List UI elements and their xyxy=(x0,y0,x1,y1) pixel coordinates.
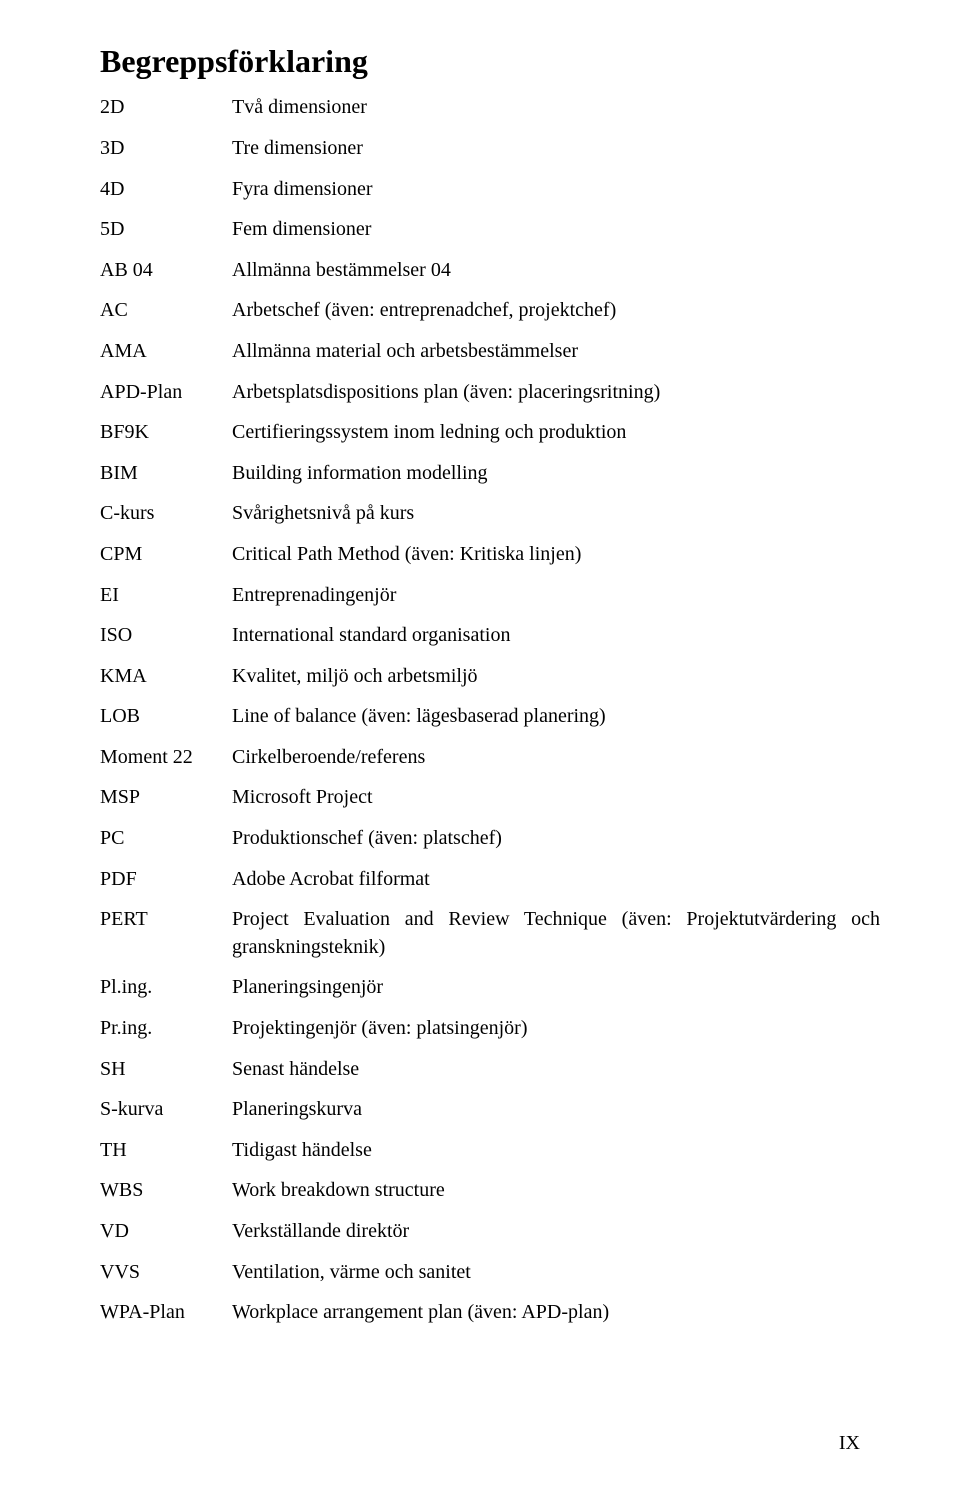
definition-desc: Cirkelberoende/referens xyxy=(232,744,880,785)
definition-row: ACArbetschef (även: entreprenadchef, pro… xyxy=(100,297,880,338)
definition-term: C-kurs xyxy=(100,500,232,541)
definition-row: AB 04Allmänna bestämmelser 04 xyxy=(100,257,880,298)
definition-term: Pr.ing. xyxy=(100,1015,232,1056)
definition-term: VD xyxy=(100,1218,232,1259)
definition-term: CPM xyxy=(100,541,232,582)
definition-desc: Ventilation, värme och sanitet xyxy=(232,1259,880,1300)
definition-desc: Allmänna material och arbetsbestämmelser xyxy=(232,338,880,379)
definition-row: KMAKvalitet, miljö och arbetsmiljö xyxy=(100,663,880,704)
definition-row: AMAAllmänna material och arbetsbestämmel… xyxy=(100,338,880,379)
definition-row: MSPMicrosoft Project xyxy=(100,784,880,825)
definition-term: WBS xyxy=(100,1177,232,1218)
definition-row: PERTProject Evaluation and Review Techni… xyxy=(100,906,880,974)
definition-term: MSP xyxy=(100,784,232,825)
definition-term: PC xyxy=(100,825,232,866)
definition-term: VVS xyxy=(100,1259,232,1300)
definition-term: ISO xyxy=(100,622,232,663)
definition-desc: Produktionschef (även: platschef) xyxy=(232,825,880,866)
definition-row: VVSVentilation, värme och sanitet xyxy=(100,1259,880,1300)
definition-desc: Projektingenjör (även: platsingenjör) xyxy=(232,1015,880,1056)
definition-term: AC xyxy=(100,297,232,338)
definition-desc: Entreprenadingenjör xyxy=(232,582,880,623)
definition-row: SHSenast händelse xyxy=(100,1056,880,1097)
definition-desc: Svårighetsnivå på kurs xyxy=(232,500,880,541)
definition-row: PCProduktionschef (även: platschef) xyxy=(100,825,880,866)
definition-row: ISOInternational standard organisation xyxy=(100,622,880,663)
definition-term: LOB xyxy=(100,703,232,744)
definition-row: WBS Work breakdown structure xyxy=(100,1177,880,1218)
definition-term: TH xyxy=(100,1137,232,1178)
definition-term: 5D xyxy=(100,216,232,257)
definition-desc: Tre dimensioner xyxy=(232,135,880,176)
definition-row: THTidigast händelse xyxy=(100,1137,880,1178)
definition-term: Moment 22 xyxy=(100,744,232,785)
definition-term: AMA xyxy=(100,338,232,379)
definition-row: BF9KCertifieringssystem inom ledning och… xyxy=(100,419,880,460)
definition-term: 4D xyxy=(100,176,232,217)
definition-term: SH xyxy=(100,1056,232,1097)
definition-term: 2D xyxy=(100,94,232,135)
definition-desc: Kvalitet, miljö och arbetsmiljö xyxy=(232,663,880,704)
definition-desc: Project Evaluation and Review Technique … xyxy=(232,906,880,974)
definition-desc: Microsoft Project xyxy=(232,784,880,825)
definition-desc: Critical Path Method (även: Kritiska lin… xyxy=(232,541,880,582)
definition-row: Pr.ing.Projektingenjör (även: platsingen… xyxy=(100,1015,880,1056)
definition-row: PDFAdobe Acrobat filformat xyxy=(100,866,880,907)
definition-row: C-kursSvårighetsnivå på kurs xyxy=(100,500,880,541)
definition-row: Pl.ing.Planeringsingenjör xyxy=(100,974,880,1015)
definition-row: 2DTvå dimensioner xyxy=(100,94,880,135)
definition-term: BF9K xyxy=(100,419,232,460)
definition-term: APD-Plan xyxy=(100,379,232,420)
definition-desc: Allmänna bestämmelser 04 xyxy=(232,257,880,298)
definition-row: APD-PlanArbetsplatsdispositions plan (äv… xyxy=(100,379,880,420)
definition-row: 4DFyra dimensioner xyxy=(100,176,880,217)
definition-row: 3DTre dimensioner xyxy=(100,135,880,176)
definition-desc: Arbetschef (även: entreprenadchef, proje… xyxy=(232,297,880,338)
definition-desc: Planeringskurva xyxy=(232,1096,880,1137)
definition-desc: Work breakdown structure xyxy=(232,1177,880,1218)
definition-term: AB 04 xyxy=(100,257,232,298)
definition-row: 5DFem dimensioner xyxy=(100,216,880,257)
definition-term: 3D xyxy=(100,135,232,176)
definition-desc: Planeringsingenjör xyxy=(232,974,880,1015)
definition-desc: Senast händelse xyxy=(232,1056,880,1097)
definition-desc: International standard organisation xyxy=(232,622,880,663)
definition-desc: Adobe Acrobat filformat xyxy=(232,866,880,907)
definition-desc: Fem dimensioner xyxy=(232,216,880,257)
definition-row: EIEntreprenadingenjör xyxy=(100,582,880,623)
definition-term: PDF xyxy=(100,866,232,907)
definition-desc: Certifieringssystem inom ledning och pro… xyxy=(232,419,880,460)
definition-desc: Arbetsplatsdispositions plan (även: plac… xyxy=(232,379,880,420)
definition-term: WPA-Plan xyxy=(100,1299,232,1340)
definition-desc: Workplace arrangement plan (även: APD-pl… xyxy=(232,1299,880,1340)
definition-row: LOBLine of balance (även: lägesbaserad p… xyxy=(100,703,880,744)
page: Begreppsförklaring 2DTvå dimensioner3DTr… xyxy=(0,0,960,1491)
definition-row: BIMBuilding information modelling xyxy=(100,460,880,501)
definition-desc: Fyra dimensioner xyxy=(232,176,880,217)
definition-list: 2DTvå dimensioner3DTre dimensioner4DFyra… xyxy=(100,94,880,1339)
page-number: IX xyxy=(839,1432,860,1455)
definition-row: S-kurvaPlaneringskurva xyxy=(100,1096,880,1137)
definition-term: KMA xyxy=(100,663,232,704)
page-title: Begreppsförklaring xyxy=(100,42,880,80)
definition-term: PERT xyxy=(100,906,232,974)
definition-row: VDVerkställande direktör xyxy=(100,1218,880,1259)
definition-row: Moment 22Cirkelberoende/referens xyxy=(100,744,880,785)
definition-term: BIM xyxy=(100,460,232,501)
definition-desc: Building information modelling xyxy=(232,460,880,501)
definition-desc: Line of balance (även: lägesbaserad plan… xyxy=(232,703,880,744)
definition-desc: Verkställande direktör xyxy=(232,1218,880,1259)
definition-row: CPMCritical Path Method (även: Kritiska … xyxy=(100,541,880,582)
definition-row: WPA-PlanWorkplace arrangement plan (även… xyxy=(100,1299,880,1340)
definition-term: Pl.ing. xyxy=(100,974,232,1015)
definition-desc: Två dimensioner xyxy=(232,94,880,135)
definition-desc: Tidigast händelse xyxy=(232,1137,880,1178)
definition-term: EI xyxy=(100,582,232,623)
definition-term: S-kurva xyxy=(100,1096,232,1137)
